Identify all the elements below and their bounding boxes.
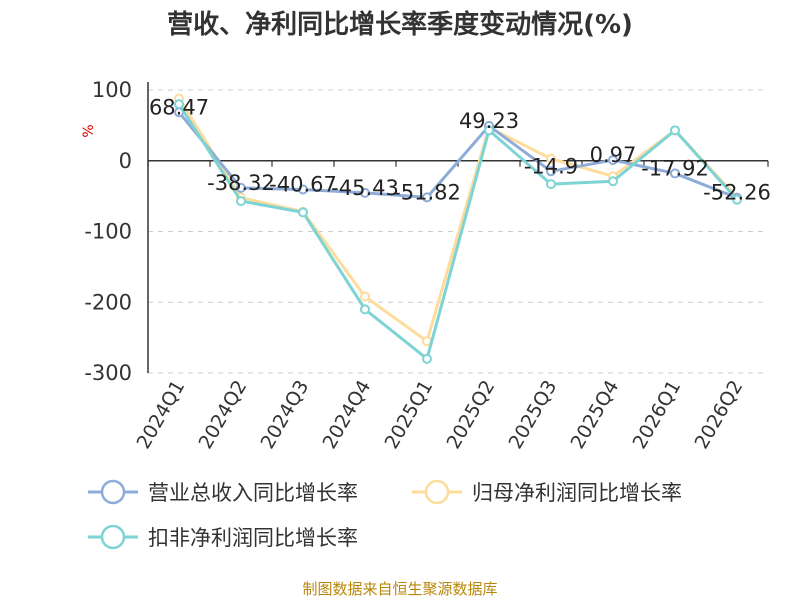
series-point bbox=[546, 166, 556, 177]
y-tick-label: 0 bbox=[119, 149, 132, 173]
legend-label: 营业总收入同比增长率 bbox=[148, 481, 358, 505]
data-label: 68.47 bbox=[149, 95, 209, 119]
data-label: -17.92 bbox=[641, 156, 709, 180]
legend-swatch-marker bbox=[424, 479, 450, 505]
series-point bbox=[298, 207, 308, 218]
x-tick-label: 2025Q2 bbox=[443, 377, 500, 453]
series-point bbox=[236, 182, 246, 193]
legend-swatch-marker bbox=[100, 524, 126, 550]
y-tick-label: -100 bbox=[84, 220, 132, 244]
y-tick-label: -300 bbox=[84, 361, 132, 385]
series-point bbox=[174, 99, 184, 110]
x-tick-label: 2026Q2 bbox=[691, 377, 748, 453]
legend-item: 扣非净利润同比增长率 bbox=[88, 524, 358, 550]
y-tick-label: 100 bbox=[92, 78, 132, 102]
series-point bbox=[360, 304, 370, 315]
series-point bbox=[484, 125, 494, 136]
x-tick-label: 2024Q1 bbox=[133, 377, 190, 453]
series-point bbox=[236, 196, 246, 207]
data-label: -52.26 bbox=[703, 181, 771, 205]
x-tick-label: 2025Q1 bbox=[381, 377, 438, 453]
series-point bbox=[422, 192, 432, 203]
y-axis-unit-label: % bbox=[81, 124, 97, 137]
series-point bbox=[422, 353, 432, 364]
series-point bbox=[670, 168, 680, 179]
legend-item: 营业总收入同比增长率 bbox=[88, 479, 358, 505]
data-label: -38.32 bbox=[207, 171, 275, 195]
x-tick-label: 2024Q3 bbox=[257, 377, 314, 453]
series-layer bbox=[174, 93, 742, 364]
series-point bbox=[546, 179, 556, 190]
legend-label: 扣非净利润同比增长率 bbox=[148, 526, 358, 550]
y-tick-label: -200 bbox=[84, 290, 132, 314]
x-tick-label: 2024Q2 bbox=[195, 377, 252, 453]
series-point bbox=[546, 153, 556, 164]
series-point bbox=[732, 194, 742, 205]
x-tick-label: 2025Q3 bbox=[505, 377, 562, 453]
legend-label: 归母净利润同比增长率 bbox=[472, 481, 682, 505]
series-point bbox=[608, 155, 618, 166]
x-tick-label: 2024Q4 bbox=[319, 377, 376, 453]
series-line bbox=[177, 103, 739, 361]
data-label: -14.9 bbox=[524, 154, 578, 178]
chart-title: 营收、净利同比增长率季度变动情况(%) bbox=[167, 10, 633, 40]
series-point bbox=[608, 176, 618, 187]
legend-swatch-marker bbox=[100, 479, 126, 505]
data-label: -40.67 bbox=[269, 173, 337, 197]
data-source-note: 制图数据来自恒生聚源数据库 bbox=[302, 580, 498, 598]
series-point bbox=[360, 291, 370, 302]
series-point bbox=[360, 187, 370, 198]
series-line bbox=[177, 97, 739, 343]
legend-item: 归母净利润同比增长率 bbox=[412, 479, 682, 505]
series-line bbox=[177, 111, 738, 200]
data-label: -51.82 bbox=[393, 180, 461, 204]
series-point bbox=[298, 184, 308, 195]
x-tick-label: 2025Q4 bbox=[567, 377, 624, 453]
data-label: -45.43 bbox=[331, 176, 399, 200]
x-tick-label: 2026Q1 bbox=[629, 377, 686, 453]
data-label: 0.97 bbox=[590, 143, 637, 167]
series-point bbox=[670, 125, 680, 136]
data-label-layer: 68.47 -38.32-40.67-45.43-51.82 49.23-14.9 0… bbox=[149, 95, 771, 204]
data-label: 49.23 bbox=[459, 109, 519, 133]
